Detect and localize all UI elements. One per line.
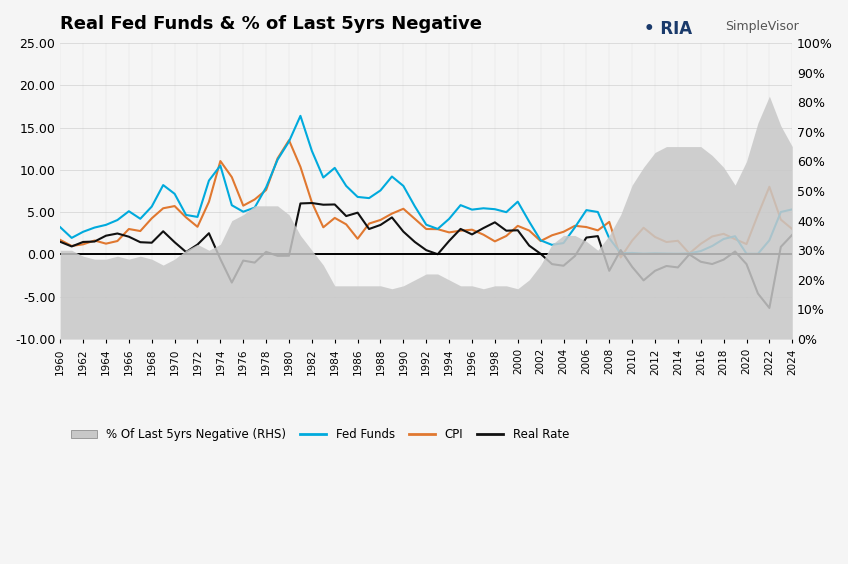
Text: Real Fed Funds & % of Last 5yrs Negative: Real Fed Funds & % of Last 5yrs Negative xyxy=(60,15,483,33)
Legend: % Of Last 5yrs Negative (RHS), Fed Funds, CPI, Real Rate: % Of Last 5yrs Negative (RHS), Fed Funds… xyxy=(66,424,574,446)
Text: SimpleVisor: SimpleVisor xyxy=(725,20,799,33)
Text: • RIA: • RIA xyxy=(644,20,693,38)
